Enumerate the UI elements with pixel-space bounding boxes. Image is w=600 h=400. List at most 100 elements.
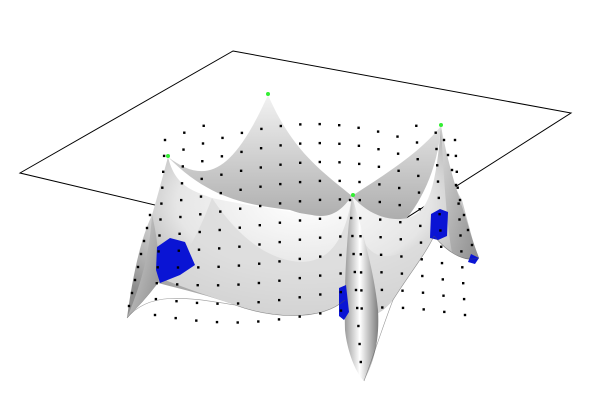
mesh-node [279, 182, 282, 186]
mesh-node [216, 284, 220, 287]
mesh-nodes [127, 122, 474, 364]
support-nodes [166, 92, 443, 197]
mesh-node [145, 226, 149, 230]
mesh-node [155, 282, 158, 285]
mesh-node [139, 252, 143, 256]
mesh-node [358, 198, 361, 202]
mesh-node [176, 283, 179, 286]
mesh-node [396, 135, 399, 138]
mesh-node [439, 229, 442, 232]
mesh-node [299, 142, 302, 145]
mesh-node [376, 130, 380, 133]
mesh-node [461, 266, 464, 269]
mesh-node [175, 300, 178, 303]
mesh-node [434, 131, 437, 134]
mesh-node [450, 168, 454, 172]
mesh-node [219, 191, 222, 195]
mesh-node [259, 147, 263, 150]
mesh-node [127, 304, 131, 308]
mesh-node [421, 274, 424, 278]
mesh-node [421, 291, 425, 294]
mesh-node [462, 282, 465, 285]
mesh-node [159, 218, 162, 221]
mesh-node [278, 260, 281, 263]
mesh-node [319, 255, 322, 258]
mesh-node [415, 141, 419, 144]
mesh-node [358, 342, 361, 346]
mesh-node [442, 294, 445, 297]
mesh-node [162, 154, 166, 158]
mesh-node [215, 320, 219, 324]
support-node [166, 154, 170, 158]
mesh-node [360, 289, 363, 292]
mesh-node [353, 270, 356, 274]
mesh-node [221, 136, 224, 140]
mesh-node [399, 238, 402, 241]
mesh-node [338, 216, 342, 220]
shell-back-wall [168, 95, 441, 227]
mesh-node [161, 186, 164, 189]
mesh-node [201, 142, 205, 145]
mesh-node [378, 183, 381, 186]
mesh-node [318, 217, 322, 220]
mesh-node [157, 250, 160, 253]
mesh-node [278, 202, 282, 205]
mesh-node [133, 278, 137, 282]
mesh-node [398, 203, 401, 207]
mesh-node [200, 177, 203, 181]
mesh-node [156, 266, 159, 269]
mesh-node [399, 221, 402, 224]
support-node [266, 92, 270, 96]
shell-left-flap [127, 215, 159, 318]
mesh-node [358, 162, 361, 166]
mesh-node [359, 271, 363, 274]
mesh-node [163, 138, 167, 142]
mesh-node [419, 241, 423, 244]
mesh-node [153, 313, 157, 317]
mesh-node [258, 224, 261, 227]
mesh-node [446, 153, 450, 157]
mesh-node [437, 196, 440, 200]
mesh-node [298, 180, 302, 184]
mesh-node [257, 320, 260, 323]
mesh-node [298, 296, 301, 299]
mesh-node [398, 186, 401, 190]
mesh-node [339, 235, 342, 238]
mesh-node [359, 235, 362, 238]
mesh-node [378, 200, 381, 204]
mesh-node [318, 179, 322, 183]
support-node [351, 193, 355, 197]
mesh-node [130, 291, 134, 295]
mesh-node [176, 266, 180, 269]
mesh-node [258, 262, 261, 265]
mesh-node [357, 324, 360, 328]
mesh-node [219, 210, 222, 213]
mesh-node [180, 182, 184, 185]
central-ridge [344, 196, 379, 381]
mesh-node [278, 240, 281, 244]
mesh-node [379, 218, 382, 221]
mesh-node [415, 124, 418, 127]
mesh-node [257, 281, 261, 285]
mesh-node [197, 248, 201, 251]
mesh-node [400, 255, 403, 258]
mesh-node [179, 215, 182, 219]
mesh-node [218, 228, 221, 232]
mesh-node [238, 245, 241, 248]
mesh-node [177, 249, 180, 252]
mesh-node [238, 226, 241, 229]
mesh-node [420, 258, 423, 261]
mesh-node [435, 147, 438, 151]
mesh-node [458, 198, 462, 202]
mesh-node [470, 243, 474, 247]
mesh-node [416, 158, 419, 161]
mesh-node [338, 124, 341, 127]
mesh-node [357, 144, 361, 147]
mesh-node [381, 306, 384, 309]
mesh-node [380, 288, 384, 292]
mesh-node [142, 239, 146, 243]
mesh-node [441, 278, 444, 281]
mesh-node [196, 284, 199, 287]
mesh-node [298, 200, 302, 203]
mesh-node [458, 218, 461, 221]
